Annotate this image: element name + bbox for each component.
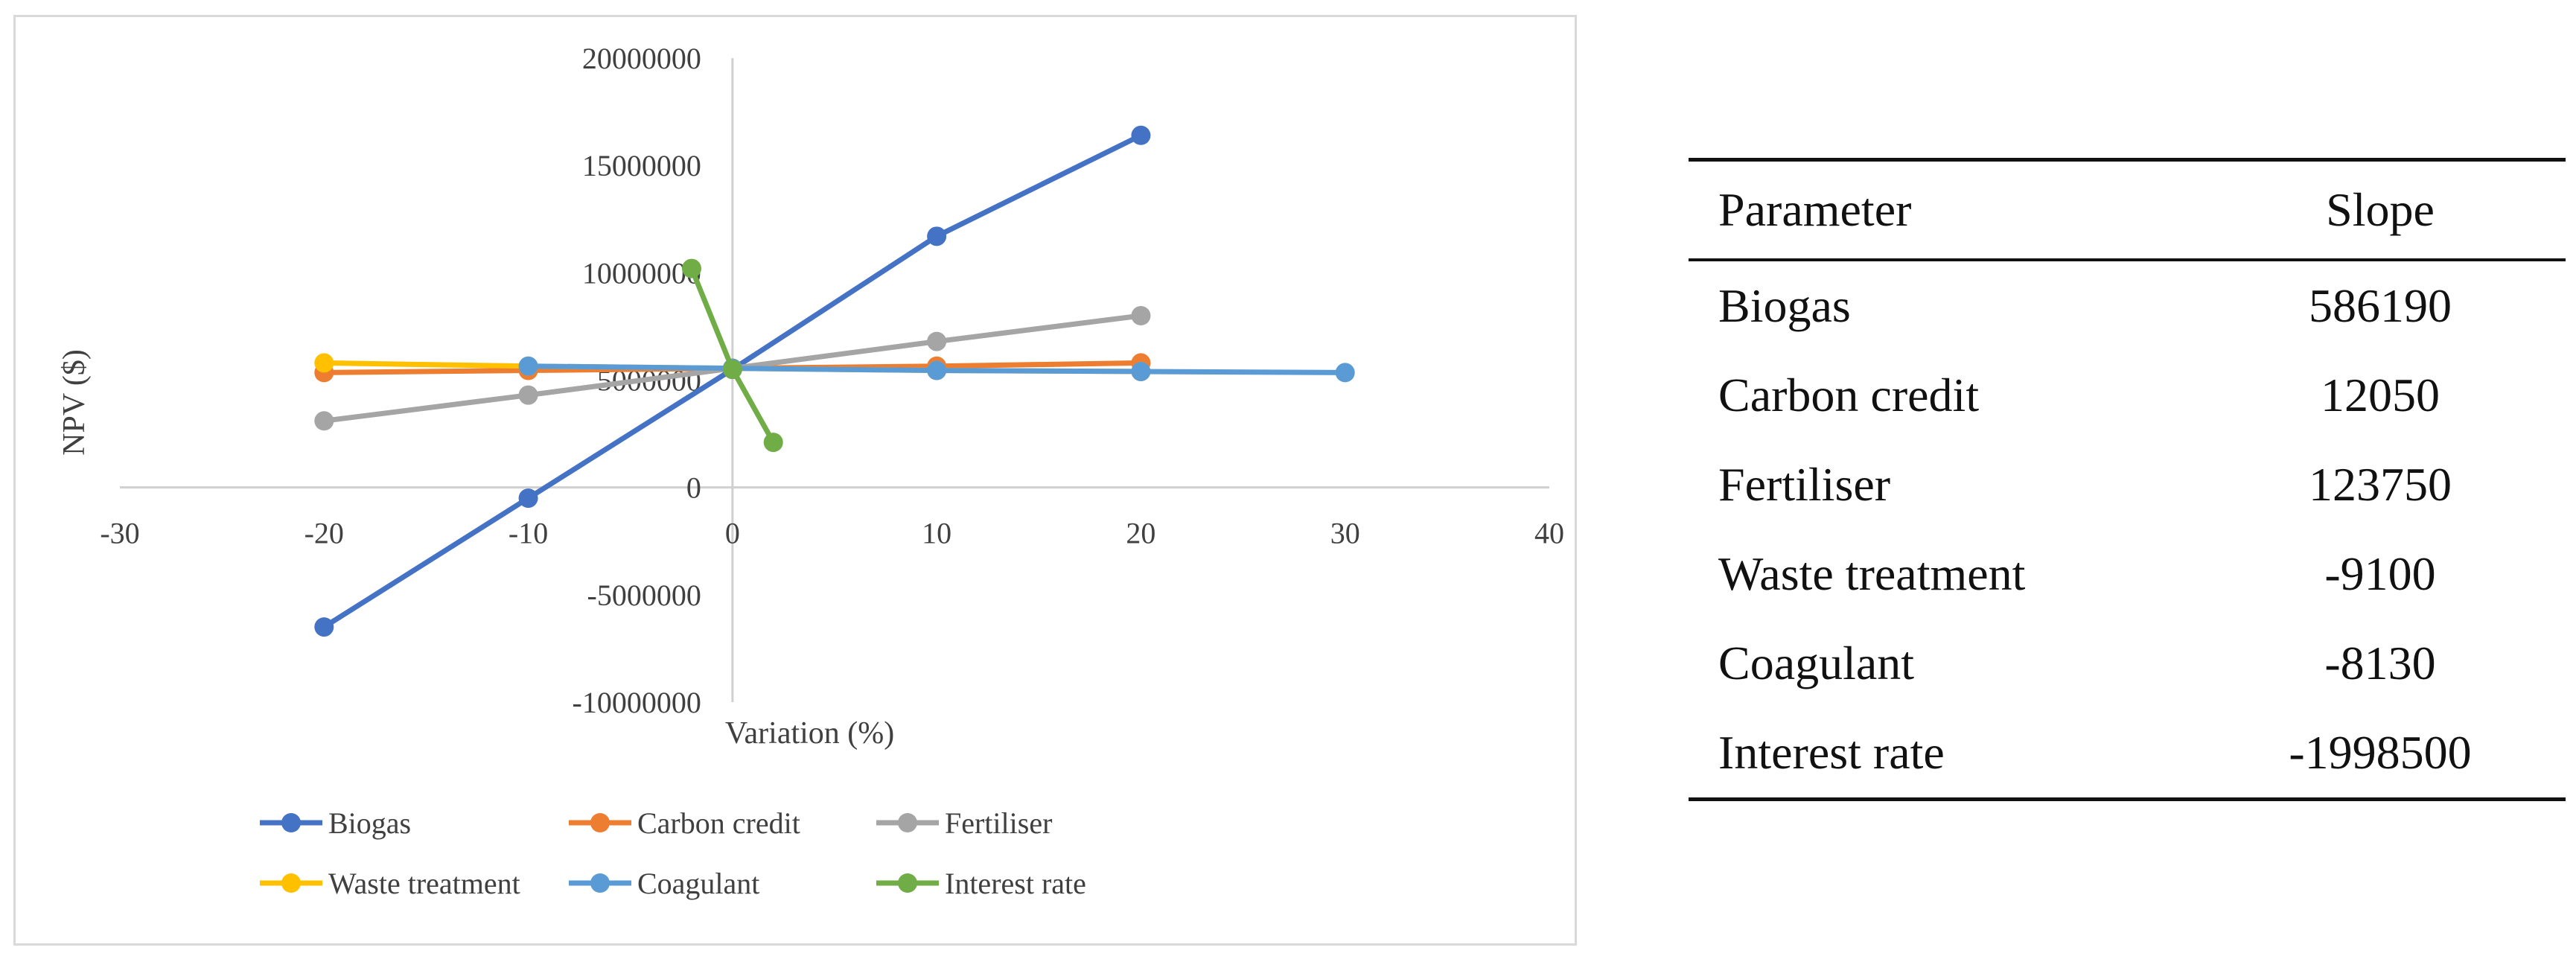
y-tick-label: -10000000 xyxy=(573,686,701,719)
legend-item-biogas: Biogas xyxy=(260,806,411,840)
legend-label-waste-treatment: Waste treatment xyxy=(328,867,520,900)
data-point-fertiliser xyxy=(314,411,334,431)
data-point-biogas xyxy=(314,617,334,637)
y-tick-label: 0 xyxy=(686,471,701,505)
data-point-interest-rate xyxy=(763,433,783,453)
legend-marker-biogas xyxy=(281,813,301,832)
table-row: Waste treatment -9100 xyxy=(1689,529,2566,619)
data-point-interest-rate xyxy=(722,360,742,380)
row-slope: 586190 xyxy=(2309,279,2452,332)
legend-item-fertiliser: Fertiliser xyxy=(876,806,1052,840)
row-slope: -1998500 xyxy=(2289,726,2472,779)
legend-label-biogas: Biogas xyxy=(328,806,411,840)
row-parameter: Interest rate xyxy=(1718,726,1945,779)
npv-sensitivity-chart: -30 -20 -10 0 10 20 30 40 -10000000 -5000000 0 5000… xyxy=(13,15,1577,946)
legend-marker-fertiliser xyxy=(898,813,917,832)
x-tick-label: 30 xyxy=(1330,517,1360,550)
x-tick-label: 10 xyxy=(922,517,951,550)
chart-svg: -30 -20 -10 0 10 20 30 40-10000000-500000005000… xyxy=(57,42,1564,900)
table-header-row: Parameter Slope xyxy=(1689,159,2566,260)
table-row: Biogas 586190 xyxy=(1689,260,2566,351)
data-point-coagulant xyxy=(1335,363,1355,383)
legend-label-fertiliser: Fertiliser xyxy=(945,806,1052,840)
data-point-fertiliser xyxy=(518,385,538,405)
header-parameter: Parameter xyxy=(1718,183,1912,236)
legend-item-carbon-credit: Carbon credit xyxy=(569,806,800,840)
row-slope: 123750 xyxy=(2309,458,2452,511)
row-parameter: Carbon credit xyxy=(1718,369,1980,421)
legend-item-interest-rate: Interest rate xyxy=(876,867,1086,900)
legend-marker-interest-rate xyxy=(898,873,917,893)
legend-label-interest-rate: Interest rate xyxy=(945,867,1086,900)
y-tick-label: 10000000 xyxy=(582,256,701,290)
table-row: Fertiliser 123750 xyxy=(1689,440,2566,529)
x-tick-label: 40 xyxy=(1534,517,1564,550)
y-axis-title: NPV ($) xyxy=(57,349,92,456)
row-parameter: Waste treatment xyxy=(1718,547,2026,600)
x-tick-label: 20 xyxy=(1126,517,1155,550)
table-row: Carbon credit 12050 xyxy=(1689,351,2566,440)
x-tick-label: -30 xyxy=(100,517,139,550)
legend-item-waste-treatment: Waste treatment xyxy=(260,867,520,900)
data-point-coagulant xyxy=(1131,361,1151,381)
x-tick-label: -10 xyxy=(508,517,548,550)
data-point-biogas xyxy=(1131,125,1151,145)
x-tick-label: 0 xyxy=(725,517,740,550)
legend-item-coagulant: Coagulant xyxy=(569,867,759,900)
legend-marker-carbon-credit xyxy=(590,813,610,832)
header-slope: Slope xyxy=(2326,183,2435,236)
table-row: Coagulant -8130 xyxy=(1689,619,2566,708)
data-point-fertiliser xyxy=(1131,306,1151,325)
data-point-coagulant xyxy=(927,360,947,380)
data-point-waste-treatment xyxy=(314,353,334,373)
x-tick-label: -20 xyxy=(305,517,344,550)
row-parameter: Fertiliser xyxy=(1718,458,1891,511)
row-parameter: Coagulant xyxy=(1718,637,1915,689)
legend-label-carbon-credit: Carbon credit xyxy=(637,806,800,840)
y-tick-label: 15000000 xyxy=(582,149,701,182)
table-row: Interest rate -1998500 xyxy=(1689,708,2566,800)
data-point-coagulant xyxy=(518,356,538,376)
data-point-interest-rate xyxy=(682,258,701,278)
slope-table: Parameter Slope Biogas 586190 Carbon cre… xyxy=(1689,158,2566,801)
data-point-fertiliser xyxy=(927,331,947,351)
row-slope: -8130 xyxy=(2324,637,2436,689)
series-interest-rate xyxy=(682,258,783,453)
row-slope: -9100 xyxy=(2324,547,2436,600)
data-point-biogas xyxy=(927,226,947,246)
y-tick-label: 20000000 xyxy=(582,42,701,75)
row-parameter: Biogas xyxy=(1718,279,1851,332)
legend-marker-waste-treatment xyxy=(281,873,301,893)
data-point-biogas xyxy=(518,488,538,509)
row-slope: 12050 xyxy=(2321,369,2440,421)
x-axis-title: Variation (%) xyxy=(725,716,894,751)
legend-label-coagulant: Coagulant xyxy=(637,867,759,900)
legend-marker-coagulant xyxy=(590,873,610,893)
y-tick-label: -5000000 xyxy=(587,579,701,612)
